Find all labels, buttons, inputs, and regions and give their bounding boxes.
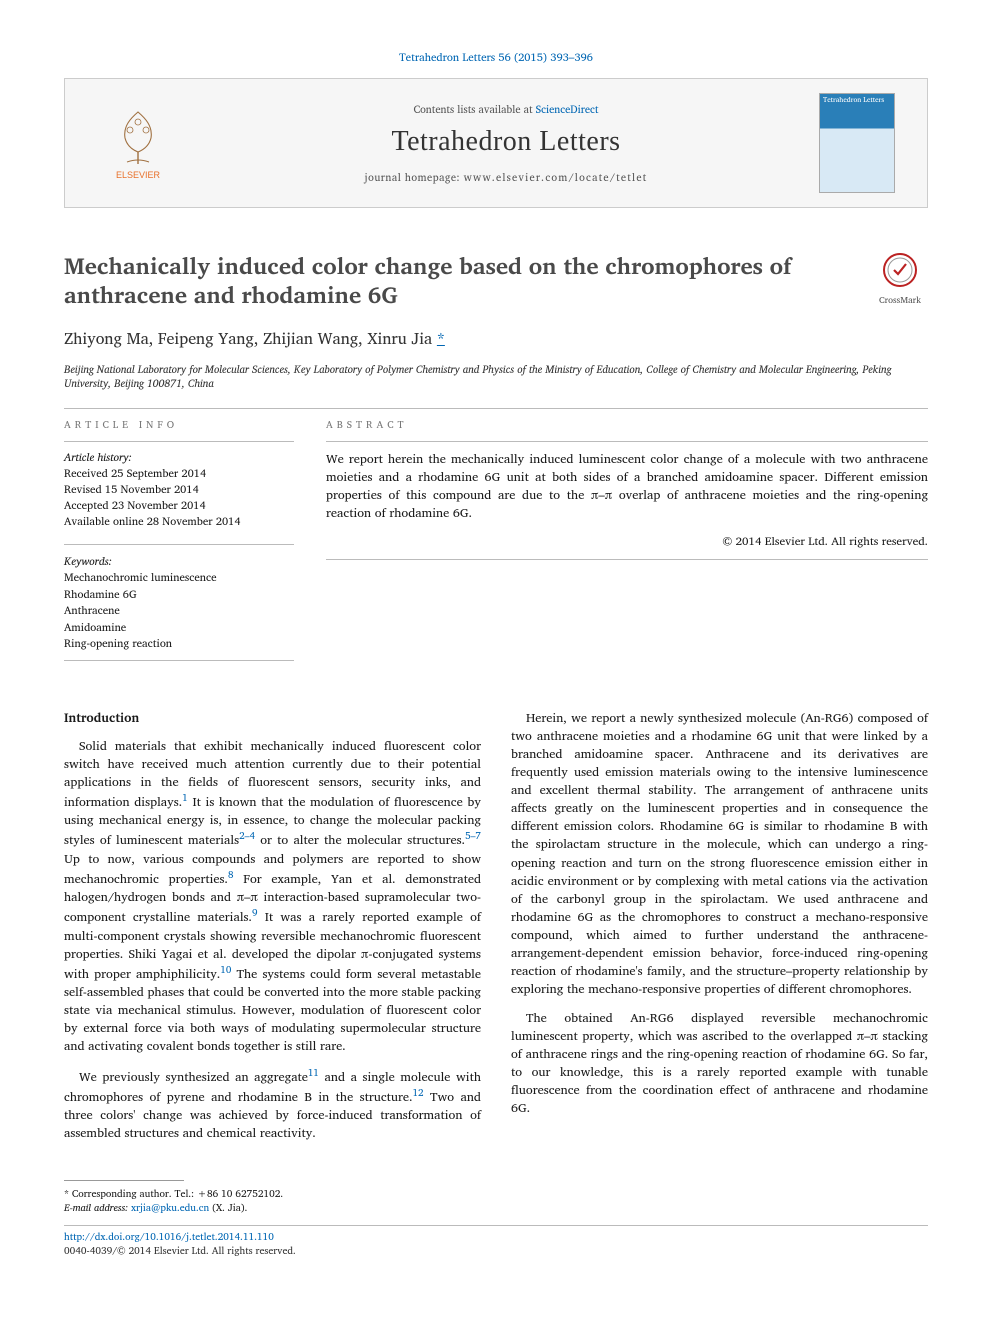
authors-line: Zhiyong Ma, Feipeng Yang, Zhijian Wang, …: [64, 326, 928, 352]
abstract-copyright: © 2014 Elsevier Ltd. All rights reserved…: [326, 532, 928, 551]
email-author-suffix: (X. Jia).: [212, 1200, 247, 1216]
crossmark-label: CrossMark: [872, 292, 928, 307]
keywords-block: Keywords: Mechanochromic luminescence Rh…: [64, 553, 294, 652]
crossmark-icon: [882, 252, 918, 288]
ref-link[interactable]: 10: [220, 962, 231, 978]
ref-link[interactable]: 12: [413, 1085, 424, 1101]
corresponding-email-link[interactable]: xrjia@pku.edu.cn: [131, 1200, 209, 1216]
footnote-divider: [64, 1180, 184, 1181]
keywords-heading: Keywords:: [64, 553, 294, 570]
body-paragraph: The obtained An-RG6 displayed reversible…: [511, 1009, 928, 1118]
keyword-item: Mechanochromic luminescence: [64, 569, 294, 586]
body-paragraph: Solid materials that exhibit mechanicall…: [64, 737, 481, 1056]
divider: [64, 408, 928, 409]
journal-cover-thumb: Tetrahedron Letters: [819, 93, 909, 193]
publisher-logo: ELSEVIER: [83, 104, 193, 182]
ref-link[interactable]: 11: [308, 1065, 319, 1081]
doi-block: http://dx.doi.org/10.1016/j.tetlet.2014.…: [64, 1230, 928, 1258]
abstract-text: We report herein the mechanically induce…: [326, 450, 928, 523]
corresponding-author-marker[interactable]: *: [437, 326, 445, 352]
history-online: Available online 28 November 2014: [64, 514, 294, 530]
keyword-item: Amidoamine: [64, 619, 294, 636]
homepage-label: journal homepage:: [365, 168, 464, 186]
article-history: Article history: Received 25 September 2…: [64, 450, 294, 530]
footer-divider: [64, 1225, 928, 1226]
contents-available-line: Contents lists available at ScienceDirec…: [193, 100, 819, 118]
issn-copyright-line: 0040-4039/© 2014 Elsevier Ltd. All right…: [64, 1243, 296, 1259]
svg-text:ELSEVIER: ELSEVIER: [116, 170, 161, 180]
journal-name: Tetrahedron Letters: [193, 126, 819, 158]
divider: [326, 441, 928, 442]
footnotes: * Corresponding author. Tel.: +86 10 627…: [64, 1187, 928, 1215]
contents-prefix: Contents lists available at: [414, 100, 536, 118]
citation-line: Tetrahedron Letters 56 (2015) 393–396: [64, 48, 928, 66]
keyword-item: Rhodamine 6G: [64, 586, 294, 603]
divider: [64, 660, 294, 661]
article-title: Mechanically induced color change based …: [64, 252, 804, 310]
divider: [64, 544, 294, 545]
divider: [64, 441, 294, 442]
sciencedirect-link[interactable]: ScienceDirect: [536, 100, 599, 118]
journal-homepage-url: www.elsevier.com/locate/tetlet: [464, 168, 648, 186]
abstract-heading: ABSTRACT: [326, 417, 928, 433]
body-paragraph: Herein, we report a newly synthesized mo…: [511, 709, 928, 999]
article-body: Introduction Solid materials that exhibi…: [64, 709, 928, 1143]
divider: [326, 559, 928, 560]
elsevier-tree-icon: ELSEVIER: [103, 104, 173, 182]
cover-title: Tetrahedron Letters: [823, 97, 891, 105]
article-info-heading: ARTICLE INFO: [64, 417, 294, 433]
keyword-item: Anthracene: [64, 602, 294, 619]
ref-link[interactable]: 5–7: [465, 828, 481, 844]
ref-link[interactable]: 2–4: [239, 828, 255, 844]
corresponding-author-note: * Corresponding author. Tel.: +86 10 627…: [64, 1187, 928, 1201]
affiliation: Beijing National Laboratory for Molecula…: [64, 362, 928, 390]
journal-homepage-line: journal homepage: www.elsevier.com/locat…: [193, 168, 819, 186]
crossmark-badge[interactable]: CrossMark: [872, 252, 928, 307]
section-heading-introduction: Introduction: [64, 709, 481, 727]
journal-masthead: ELSEVIER Contents lists available at Sci…: [64, 78, 928, 208]
keyword-item: Ring-opening reaction: [64, 635, 294, 652]
body-paragraph: We previously synthesized an aggregate11…: [64, 1066, 481, 1143]
author-names: Zhiyong Ma, Feipeng Yang, Zhijian Wang, …: [64, 326, 432, 352]
email-label: E-mail address:: [64, 1200, 128, 1216]
